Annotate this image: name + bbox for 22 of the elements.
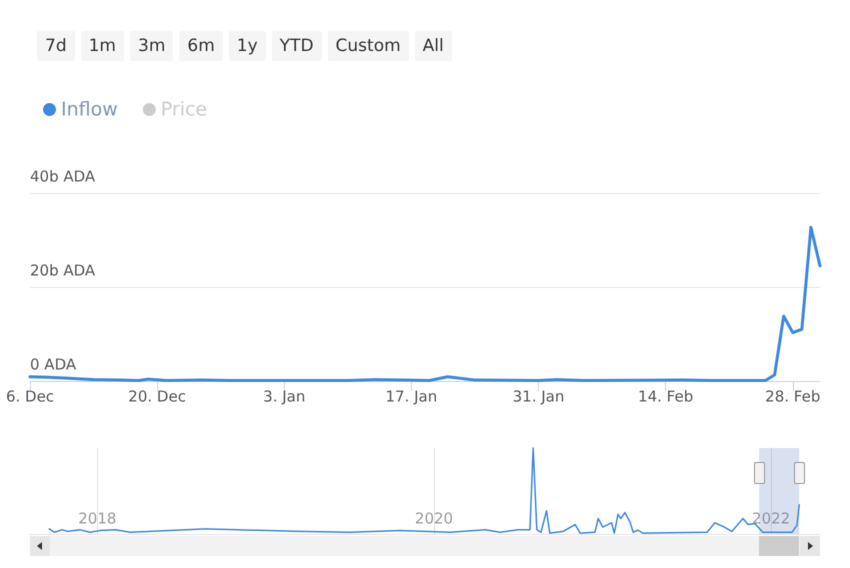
x-tick-label: 31. Jan [512, 388, 564, 406]
text: 1y [228, 31, 266, 61]
x-tick-label: 28. Feb [765, 388, 820, 406]
text: 3m [130, 31, 174, 61]
text: 6m [179, 31, 223, 61]
text: 1m [80, 31, 124, 61]
x-tick-label: 3. Jan [263, 388, 306, 406]
text: All [414, 31, 452, 61]
y-tick-label: 40b ADA [30, 168, 96, 186]
x-tick-label: 2020 [414, 510, 454, 528]
x-tick-label: 14. Feb [638, 388, 694, 406]
x-tick-label: 2018 [78, 510, 116, 528]
x-tick-label: 6. Dec [6, 388, 54, 406]
text: YTD [272, 31, 322, 61]
x-tick-label: 20. Dec [128, 388, 186, 406]
y-tick-label: 0 ADA [30, 356, 77, 374]
x-tick-label: 17. Jan [386, 388, 438, 406]
x-tick-label: 2022 [752, 510, 790, 528]
y-tick-label: 20b ADA [30, 262, 96, 280]
text: 7d [37, 31, 75, 61]
text: Custom [328, 31, 409, 61]
legend-label: Inflow [61, 98, 118, 120]
